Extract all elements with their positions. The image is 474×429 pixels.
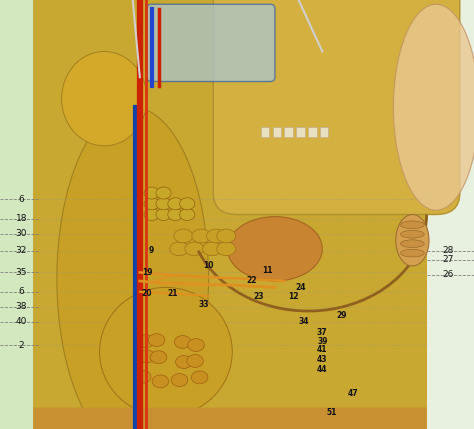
Text: 28: 28 [442,247,454,255]
Bar [320,127,328,137]
Ellipse shape [137,335,154,347]
Ellipse shape [192,229,211,243]
Text: 41: 41 [317,345,328,354]
Text: 47: 47 [348,389,358,398]
Ellipse shape [156,208,171,221]
Ellipse shape [207,229,226,243]
Ellipse shape [175,356,192,369]
Text: 37: 37 [317,328,328,337]
Ellipse shape [156,198,171,210]
Text: 40: 40 [16,317,27,326]
Bar [284,127,293,137]
Text: 24: 24 [296,283,306,292]
Ellipse shape [150,351,167,364]
Ellipse shape [180,198,195,210]
Ellipse shape [401,249,424,257]
Ellipse shape [401,240,424,248]
Ellipse shape [217,229,236,243]
Ellipse shape [401,230,424,238]
Text: 33: 33 [199,300,209,309]
Ellipse shape [144,208,159,221]
Ellipse shape [100,287,232,416]
Ellipse shape [228,217,322,281]
FancyBboxPatch shape [147,4,275,82]
Text: 32: 32 [16,247,27,255]
Text: 43: 43 [317,355,328,364]
Text: 38: 38 [16,302,27,311]
Ellipse shape [191,371,208,384]
Text: 2: 2 [18,341,24,350]
Ellipse shape [144,198,159,210]
Text: 35: 35 [16,268,27,277]
Ellipse shape [185,242,204,256]
Text: 26: 26 [442,270,454,279]
Bar [261,127,269,137]
Ellipse shape [62,51,147,146]
Ellipse shape [171,374,188,387]
Ellipse shape [134,370,151,383]
Text: 34: 34 [298,317,309,326]
Text: 39: 39 [317,337,328,345]
Text: 27: 27 [442,255,454,264]
Text: 11: 11 [263,266,273,275]
Bar [427,0,474,429]
Text: 19: 19 [142,268,152,277]
Ellipse shape [170,242,189,256]
Text: 10: 10 [203,262,214,270]
Ellipse shape [152,375,169,388]
Bar [0,0,33,429]
Text: 44: 44 [317,366,328,374]
Ellipse shape [138,350,155,363]
Text: 18: 18 [16,214,27,223]
Text: 6: 6 [18,195,24,204]
FancyBboxPatch shape [33,408,427,429]
Text: 22: 22 [246,277,256,285]
Text: 6: 6 [18,287,24,296]
Text: 29: 29 [336,311,346,320]
Ellipse shape [168,198,183,210]
Text: 51: 51 [327,408,337,417]
Ellipse shape [144,187,159,199]
Bar [33,0,427,429]
Ellipse shape [217,242,236,256]
FancyBboxPatch shape [213,0,460,214]
Ellipse shape [202,242,221,256]
Ellipse shape [188,338,204,351]
Bar [273,127,281,137]
Ellipse shape [180,208,195,221]
Text: 21: 21 [168,290,178,298]
Ellipse shape [187,354,203,367]
Ellipse shape [174,335,191,348]
Text: 9: 9 [149,247,155,255]
Text: 30: 30 [16,230,27,238]
Ellipse shape [156,187,171,199]
Ellipse shape [168,208,183,221]
Ellipse shape [148,334,165,347]
Bar [308,127,317,137]
Ellipse shape [396,214,429,266]
Text: 23: 23 [253,292,264,300]
Text: 12: 12 [289,292,299,300]
Ellipse shape [57,107,209,429]
Ellipse shape [174,229,193,243]
Ellipse shape [393,4,474,210]
Text: 20: 20 [142,290,152,298]
Ellipse shape [401,221,424,229]
Bar [296,127,305,137]
